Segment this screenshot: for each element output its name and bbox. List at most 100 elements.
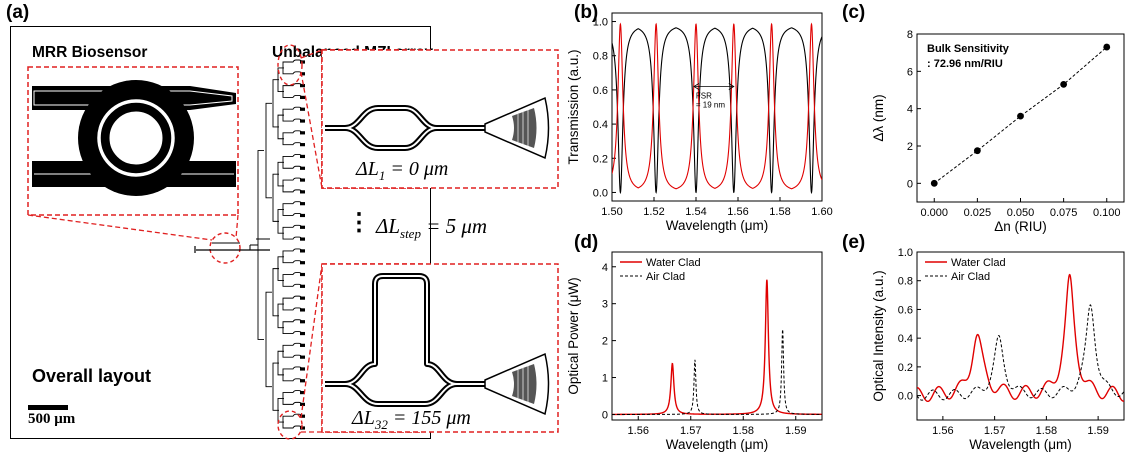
y-axis-label: Δλ (nm) xyxy=(871,94,886,141)
tree-branch xyxy=(265,102,272,199)
grating-coupler-mini xyxy=(300,154,305,159)
y-tick-label: 0.0 xyxy=(593,187,608,199)
dl32-equation: ΔL32 = 155 μm xyxy=(352,407,471,432)
x-tick-label: 1.57 xyxy=(680,425,701,437)
series-line-air-clad xyxy=(612,327,822,415)
sensitivity-annotation-value: : 72.96 nm/RIU xyxy=(927,58,1003,70)
data-point xyxy=(1103,43,1111,51)
dl1-equation: ΔL1 = 0 μm xyxy=(356,158,449,183)
legend-label: Water Clad xyxy=(951,257,1006,269)
mrr-inset-box xyxy=(27,66,239,216)
legend-label: Water Clad xyxy=(646,257,701,269)
mzi-short xyxy=(325,105,485,151)
series-line-air-clad xyxy=(917,304,1124,401)
grating-coupler-mini xyxy=(300,213,305,218)
grating-coupler-mini xyxy=(300,237,305,241)
fsr-arrowhead xyxy=(693,83,700,90)
ellipsis-dots: ⋮ xyxy=(347,209,371,236)
y-tick-label: 0.0 xyxy=(898,391,913,403)
plot-frame-b xyxy=(611,12,823,202)
sensitivity-annotation: Bulk Sensitivity xyxy=(927,43,1010,55)
y-tick-label: 0 xyxy=(907,178,913,190)
x-tick-label: 0.075 xyxy=(1050,207,1078,219)
x-tick-label: 1.56 xyxy=(932,425,953,437)
panel-label-a: (a) xyxy=(6,2,30,23)
grating-coupler-mini xyxy=(300,249,305,253)
x-tick-label: 1.59 xyxy=(785,425,806,437)
x-tick-label: 1.57 xyxy=(984,425,1005,437)
x-tick-label: 1.58 xyxy=(769,206,790,218)
grating-coupler-mini xyxy=(300,426,305,430)
grating-coupler-mini xyxy=(300,202,305,206)
series-line-black xyxy=(612,27,822,195)
panel-label-e: (e) xyxy=(842,232,866,253)
grating-coupler-mini xyxy=(300,95,305,100)
y-tick-label: 0.8 xyxy=(898,276,913,288)
panel-label-b: (b) xyxy=(574,2,599,23)
grating-coupler-mini xyxy=(300,402,305,406)
fsr-annotation: FSR xyxy=(696,91,712,100)
panel-a-frame xyxy=(10,26,431,439)
grating-coupler-bottom xyxy=(484,352,550,416)
y-tick-label: 2 xyxy=(907,141,913,153)
fit-line xyxy=(933,46,1108,184)
mzi-array-tree xyxy=(249,59,305,430)
data-point xyxy=(973,147,981,155)
x-tick-label: 1.59 xyxy=(1087,425,1108,437)
grating-coupler-mini xyxy=(300,296,305,300)
plot-frame-d xyxy=(611,251,823,421)
legend-label: Air Clad xyxy=(646,271,685,283)
x-tick-label: 1.60 xyxy=(811,206,832,218)
legend-label: Air Clad xyxy=(951,271,990,283)
y-tick-label: 2 xyxy=(602,336,608,348)
data-point xyxy=(1060,81,1068,88)
series-line-water-clad xyxy=(612,279,822,416)
data-point xyxy=(1017,112,1024,120)
y-tick-label: 0.6 xyxy=(898,304,913,316)
y-axis-label: Optical Intensity (a.u.) xyxy=(871,270,886,401)
tree-branch xyxy=(272,268,279,317)
grating-coupler-mini xyxy=(300,414,305,418)
grating-coupler-mini xyxy=(300,225,305,229)
y-tick-label: 4 xyxy=(602,262,608,274)
grating-coupler-mini xyxy=(300,261,305,265)
mzi-long xyxy=(325,273,485,407)
grating-coupler-mini xyxy=(300,72,305,76)
grating-coupler-mini xyxy=(300,119,305,123)
series-line-water-clad xyxy=(917,273,1124,403)
grating-coupler-mini xyxy=(300,178,305,182)
x-tick-label: 1.54 xyxy=(685,206,706,218)
scale-bar-label: 500 μm xyxy=(28,411,76,427)
y-tick-label: 1 xyxy=(602,373,608,385)
y-tick-label: 0 xyxy=(602,409,608,421)
fsr-annotation-value: = 19 nm xyxy=(696,100,725,109)
y-axis-label: Transmission (a.u.) xyxy=(566,49,581,164)
mzi-top-highlight xyxy=(277,44,303,86)
x-tick-label: 1.50 xyxy=(601,206,622,218)
x-tick-label: 0.100 xyxy=(1093,207,1121,219)
x-axis-label: Δn (RIU) xyxy=(994,219,1047,234)
mzi-bottom-highlight xyxy=(277,410,303,440)
grating-coupler-mini xyxy=(300,367,305,371)
y-tick-label: 3 xyxy=(602,299,608,311)
grating-coupler-top xyxy=(484,96,550,160)
panel-label-c: (c) xyxy=(842,2,866,23)
grating-coupler-mini xyxy=(300,166,305,170)
grating-coupler-mini xyxy=(300,284,305,288)
y-tick-label: 6 xyxy=(907,66,913,78)
x-tick-label: 0.050 xyxy=(1007,207,1035,219)
mrr-title: MRR Biosensor xyxy=(32,44,148,61)
y-tick-label: 0.2 xyxy=(593,153,608,165)
y-tick-label: 0.6 xyxy=(593,85,608,97)
series-line-red xyxy=(612,22,822,190)
x-tick-label: 1.56 xyxy=(727,206,748,218)
grating-coupler-mini xyxy=(300,84,305,88)
y-tick-label: 0.4 xyxy=(593,119,608,131)
tree-branch xyxy=(272,362,279,411)
grating-coupler-mini xyxy=(300,131,305,135)
tree-branch xyxy=(265,291,272,388)
scale-bar xyxy=(28,405,68,410)
dlstep-equation: ΔLstep = 5 μm xyxy=(376,214,488,242)
x-tick-label: 1.56 xyxy=(628,425,649,437)
